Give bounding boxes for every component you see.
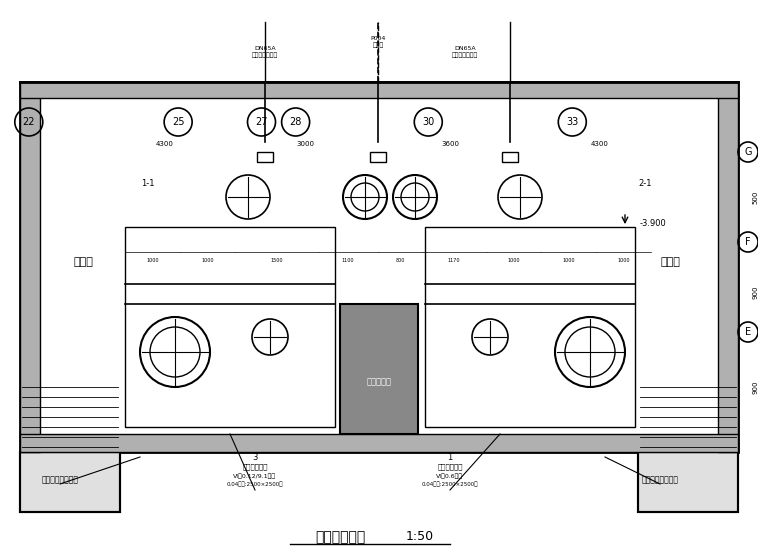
Text: 1-1: 1-1: [141, 179, 155, 188]
Text: 1000: 1000: [146, 257, 158, 263]
Text: E: E: [745, 327, 751, 337]
Text: 1000: 1000: [618, 257, 630, 263]
Text: 3600: 3600: [441, 141, 459, 147]
Bar: [370, 152, 386, 162]
Text: 1: 1: [447, 453, 453, 461]
Text: VI轴0.6玉米: VI轴0.6玉米: [437, 473, 464, 479]
Text: 0.04台数:2500×2500码: 0.04台数:2500×2500码: [421, 481, 478, 487]
Text: 500: 500: [752, 190, 758, 204]
Text: 4300: 4300: [591, 141, 609, 147]
Text: 由二层楼梯井引来: 由二层楼梯井引来: [42, 475, 79, 485]
Text: 1:50: 1:50: [406, 530, 434, 544]
Text: -3.900: -3.900: [640, 220, 667, 229]
Text: 4300: 4300: [156, 141, 174, 147]
Text: DN65A
消防给水泵接口: DN65A 消防给水泵接口: [452, 46, 478, 58]
Text: 3: 3: [252, 453, 258, 461]
Bar: [340, 304, 418, 434]
Bar: [718, 82, 738, 452]
Bar: [638, 452, 738, 512]
Bar: [125, 227, 335, 427]
Text: 2-1: 2-1: [638, 179, 652, 188]
Text: 30: 30: [422, 117, 434, 127]
Bar: [20, 82, 40, 452]
Text: 1000: 1000: [562, 257, 575, 263]
Text: DN65A
消防给水泵接口: DN65A 消防给水泵接口: [252, 46, 278, 58]
Text: 25: 25: [172, 117, 184, 127]
Text: 不锈钢消水泵: 不锈钢消水泵: [243, 464, 268, 470]
Bar: [20, 82, 738, 98]
Text: 水泵房平面图: 水泵房平面图: [315, 530, 365, 544]
Text: 800: 800: [396, 257, 405, 263]
Bar: [257, 152, 273, 162]
Text: 1170: 1170: [448, 257, 460, 263]
Text: G: G: [744, 147, 752, 157]
Text: 1000: 1000: [202, 257, 214, 263]
Text: F: F: [745, 237, 751, 247]
Bar: [425, 227, 635, 427]
Text: 22: 22: [23, 117, 35, 127]
Text: 水泵房: 水泵房: [660, 257, 680, 267]
Bar: [20, 452, 120, 512]
Text: 28: 28: [290, 117, 302, 127]
Bar: [20, 82, 738, 452]
Bar: [502, 152, 518, 162]
Text: 3000: 3000: [296, 141, 314, 147]
Text: 900: 900: [752, 285, 758, 299]
Text: VI轴0.12/9.1玉米: VI轴0.12/9.1玉米: [233, 473, 277, 479]
Text: 1500: 1500: [270, 257, 283, 263]
Bar: [638, 452, 738, 512]
Text: 水泵房: 水泵房: [73, 257, 93, 267]
Text: 33: 33: [566, 117, 578, 127]
Text: P004
接给水: P004 接给水: [371, 36, 386, 48]
Text: 0.04台数:2500×2500码: 0.04台数:2500×2500码: [227, 481, 283, 487]
Text: 由二层楼梯井引来: 由二层楼梯井引来: [641, 475, 678, 485]
Bar: [20, 452, 120, 512]
Bar: [20, 434, 738, 452]
Text: 27: 27: [255, 117, 268, 127]
Text: 1000: 1000: [508, 257, 520, 263]
Text: 1100: 1100: [342, 257, 354, 263]
Text: 900: 900: [752, 380, 758, 394]
Text: 管井及管道: 管井及管道: [367, 378, 391, 386]
Text: 不锈钢消水泵: 不锈钢消水泵: [437, 464, 462, 470]
